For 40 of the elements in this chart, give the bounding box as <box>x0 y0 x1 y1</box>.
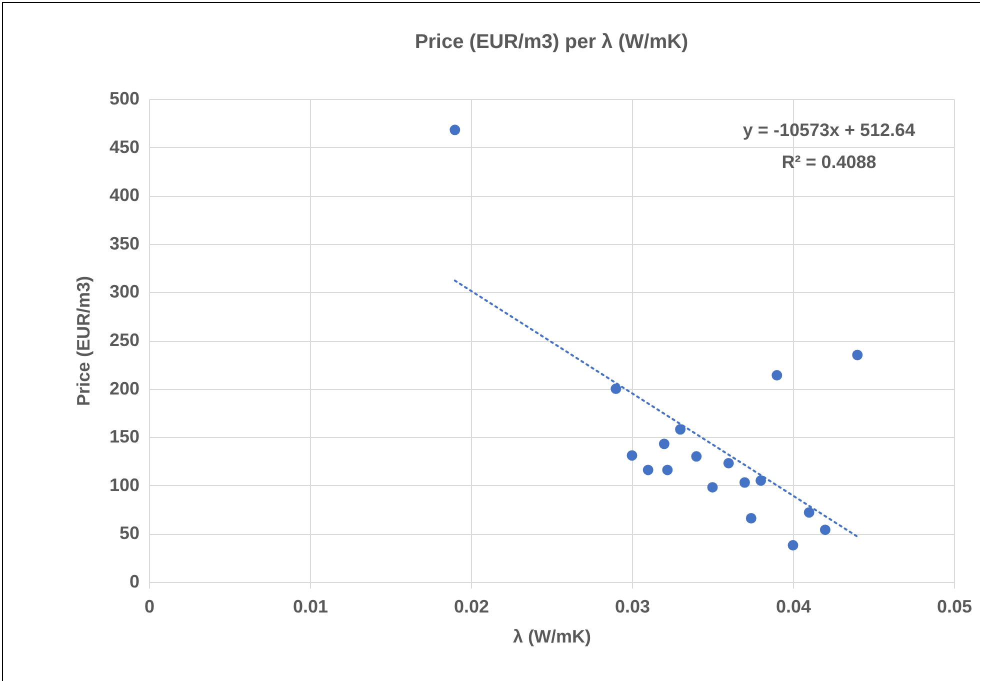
x-axis-title: λ (W/mK) <box>513 626 591 646</box>
y-tick-label: 50 <box>119 523 140 544</box>
y-tick-label: 200 <box>109 378 140 398</box>
point <box>450 124 460 136</box>
y-tick-label: 100 <box>109 474 140 495</box>
point <box>642 464 654 476</box>
x-tick-label: 0.04 <box>776 596 812 616</box>
point <box>675 424 686 435</box>
point <box>852 350 863 360</box>
point <box>662 464 673 476</box>
x-tick-label: 0.03 <box>614 596 650 616</box>
y-tick-label: 150 <box>109 426 140 447</box>
annotation: R² = 0.4088 <box>782 152 876 172</box>
point <box>658 438 670 450</box>
point <box>691 451 702 462</box>
x-tick-label: 0.01 <box>292 596 328 616</box>
point <box>804 507 814 518</box>
annotation: y = -10573x + 512.64 <box>742 120 916 140</box>
point <box>723 458 734 468</box>
point <box>746 513 756 524</box>
y-axis-title: Price (EUR/m3) <box>73 276 94 406</box>
point <box>820 524 830 536</box>
point <box>626 450 638 461</box>
chart-title: Price (EUR/m3) per λ (W/mK) <box>414 31 688 53</box>
point <box>756 475 766 486</box>
point <box>772 370 782 381</box>
y-tick-label: 450 <box>109 136 140 157</box>
x-tick-label: 0 <box>144 596 155 616</box>
y-tick-label: 0 <box>129 572 140 592</box>
y-tick-label: 500 <box>109 88 140 108</box>
point <box>788 540 798 551</box>
point <box>739 477 750 488</box>
x-tick-label: 0.02 <box>454 596 490 616</box>
point <box>610 384 622 394</box>
y-tick-label: 250 <box>109 330 140 350</box>
point <box>707 482 718 493</box>
y-tick-label: 350 <box>109 233 140 254</box>
x-tick-label: 0.05 <box>936 596 972 616</box>
y-tick-label: 300 <box>109 282 140 302</box>
y-tick-label: 400 <box>109 185 140 206</box>
